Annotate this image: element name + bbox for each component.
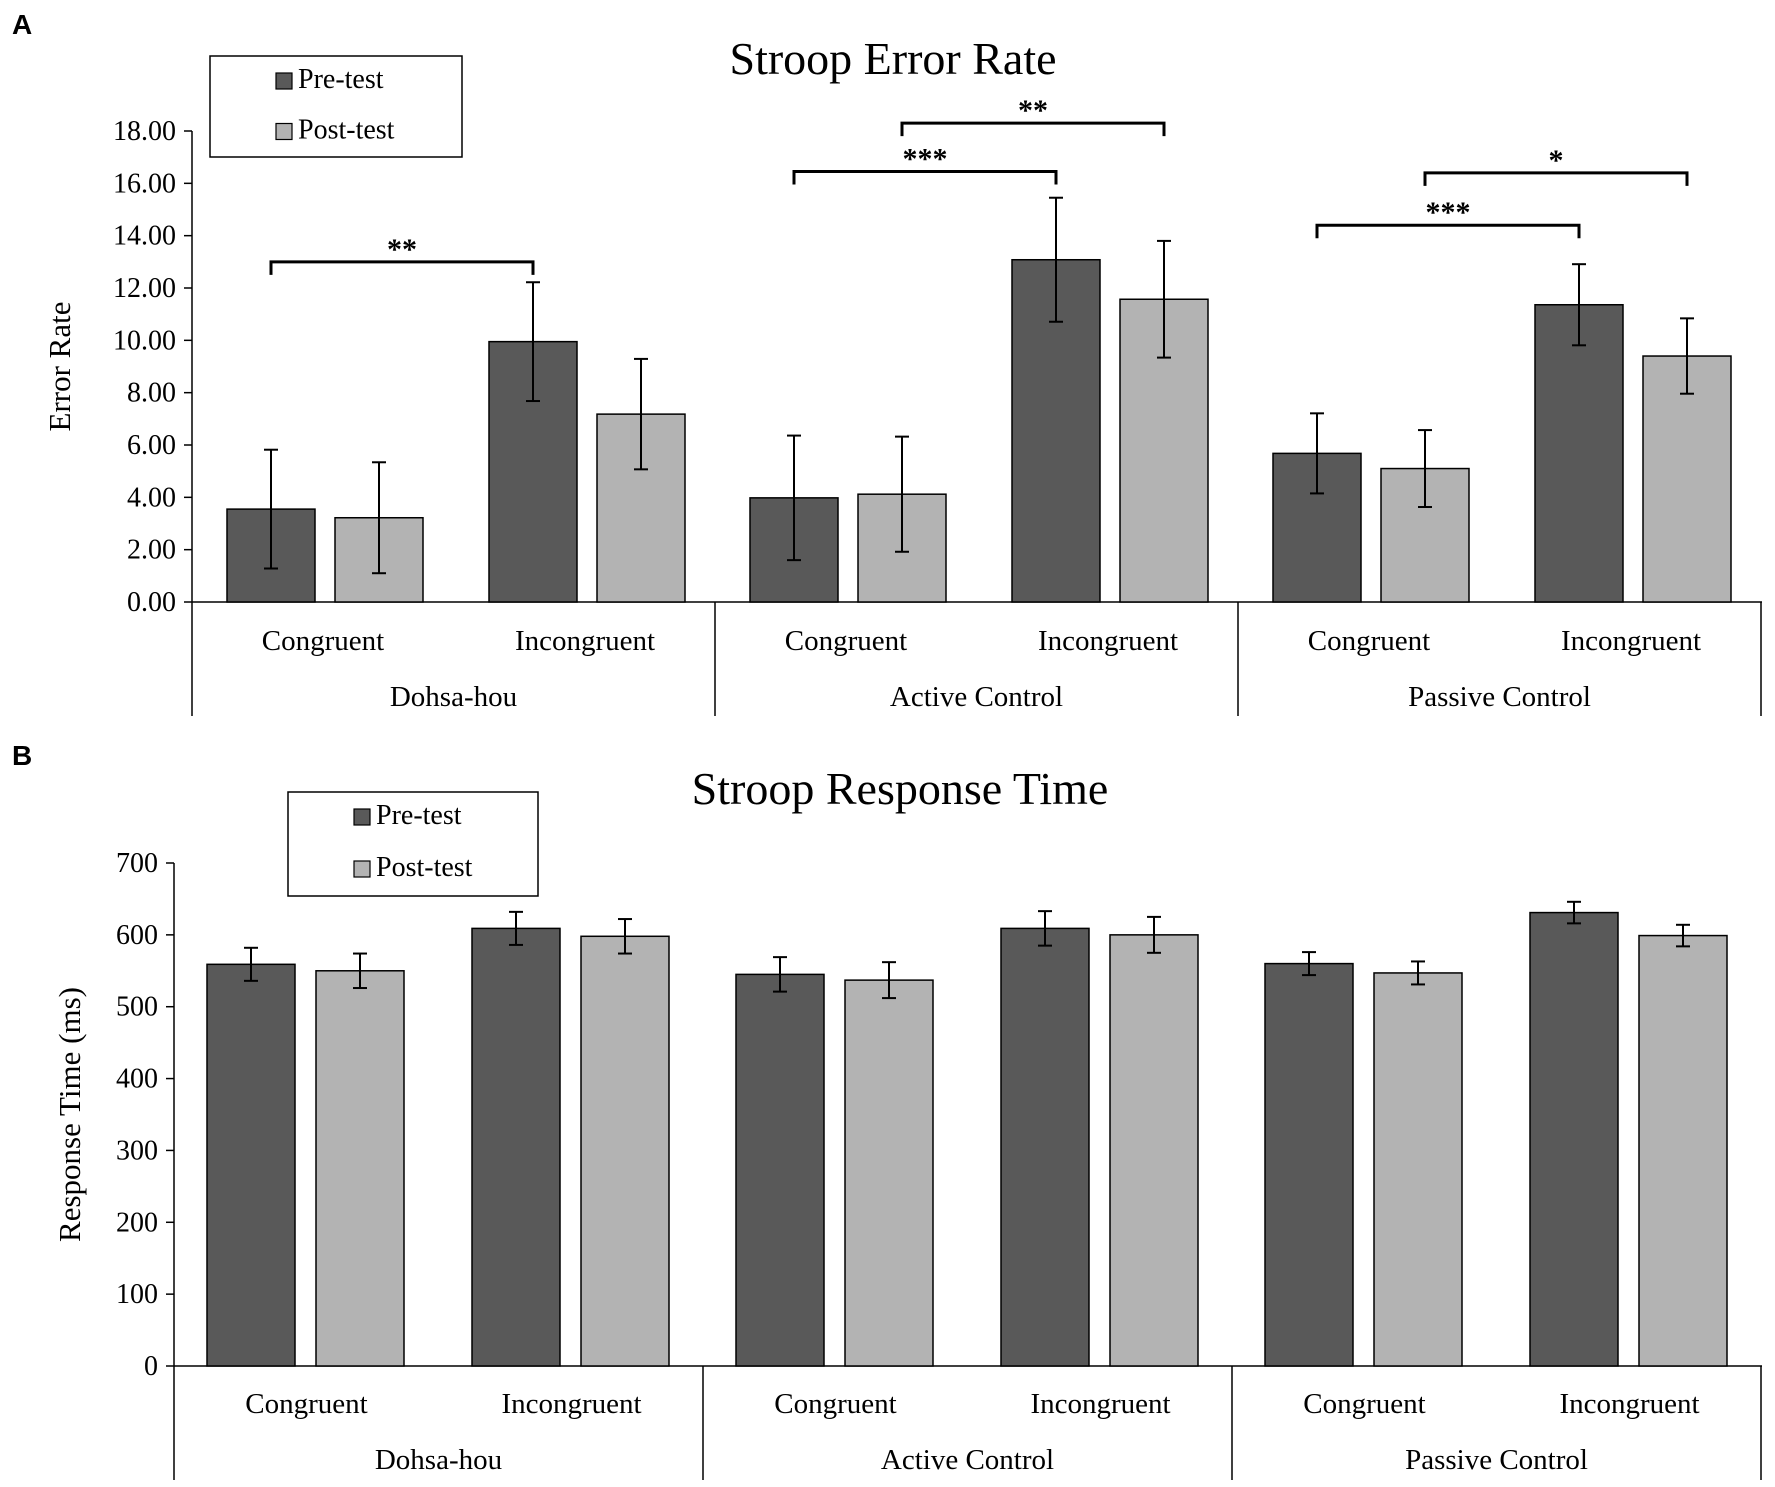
- significance-bracket: [900, 121, 1166, 137]
- legend-label: Pre-test: [376, 800, 462, 831]
- legend: Pre-test Post-test: [209, 55, 463, 158]
- panel-A: A Stroop Error Rate 0.00 2.00 4.00 6.00 8.00 10…: [12, 9, 1762, 716]
- y-tick-label: 100: [116, 1279, 158, 1310]
- y-tick-label: 600: [116, 920, 158, 951]
- condition-label: Congruent: [1303, 1388, 1425, 1420]
- y-tick-label: 4.00: [127, 482, 176, 513]
- bar-post-passive-control-incongruent: [1642, 355, 1732, 603]
- legend-swatch-post: [275, 122, 293, 141]
- legend-swatch-post: [353, 860, 371, 878]
- significance-label: *: [1549, 144, 1564, 177]
- bar-post-dohsa-hou-congruent: [315, 970, 405, 1367]
- legend-box: [209, 55, 463, 158]
- condition-label: Incongruent: [1038, 625, 1178, 657]
- condition-label: Congruent: [785, 625, 907, 657]
- group-label: Active Control: [881, 1444, 1054, 1476]
- group-label: Passive Control: [1405, 1444, 1588, 1476]
- legend-box: [287, 791, 539, 897]
- significance-bracket: [792, 170, 1058, 185]
- chart-title: Stroop Error Rate: [729, 33, 1056, 84]
- group-label: Active Control: [890, 681, 1063, 713]
- group-label: Passive Control: [1408, 681, 1591, 713]
- condition-label: Congruent: [774, 1388, 896, 1420]
- panel-B: B Stroop Response Time 0 100 200 300 400 500 600…: [12, 740, 1762, 1480]
- bar-pre-passive-control-incongruent: [1534, 303, 1624, 603]
- bar-pre-dohsa-hou-incongruent: [471, 927, 561, 1367]
- panel-label: B: [12, 740, 32, 771]
- significance-label: **: [1018, 94, 1048, 127]
- bar-post-passive-control-congruent: [1373, 972, 1463, 1367]
- condition-label: Incongruent: [1030, 1388, 1170, 1420]
- condition-label: Congruent: [262, 625, 384, 657]
- legend-swatch-pre: [275, 72, 293, 90]
- y-tick-label: 0: [144, 1351, 158, 1382]
- y-tick-label: 300: [116, 1135, 158, 1166]
- bar-post-active-control-incongruent: [1109, 934, 1199, 1367]
- bar-pre-passive-control-incongruent: [1529, 911, 1619, 1367]
- condition-label: Incongruent: [515, 625, 655, 657]
- y-tick-label: 500: [116, 992, 158, 1023]
- legend-label: Pre-test: [298, 64, 384, 95]
- legend-label: Post-test: [298, 115, 395, 146]
- y-tick-label: 16.00: [113, 168, 176, 199]
- bar-post-passive-control-incongruent: [1638, 934, 1728, 1367]
- panel-label: A: [12, 9, 32, 40]
- significance-bracket: [1423, 171, 1689, 186]
- y-tick-label: 6.00: [127, 430, 176, 461]
- condition-label: Congruent: [1308, 625, 1430, 657]
- y-tick-label: 200: [116, 1207, 158, 1238]
- y-tick-label: 400: [116, 1064, 158, 1095]
- group-label: Dohsa-hou: [375, 1444, 502, 1476]
- condition-label: Incongruent: [501, 1388, 641, 1420]
- bar-pre-active-control-incongruent: [1000, 927, 1090, 1367]
- legend-swatch-pre: [353, 808, 371, 826]
- bar-pre-passive-control-congruent: [1264, 962, 1354, 1367]
- y-tick-label: 8.00: [127, 378, 176, 409]
- group-label: Dohsa-hou: [390, 681, 517, 713]
- significance-label: **: [387, 233, 417, 266]
- y-tick-label: 18.00: [113, 116, 176, 147]
- bar-pre-dohsa-hou-congruent: [206, 963, 296, 1367]
- chart-title: Stroop Response Time: [692, 763, 1109, 814]
- significance-label: ***: [903, 143, 948, 176]
- condition-label: Incongruent: [1561, 625, 1701, 657]
- bar-post-active-control-congruent: [844, 979, 934, 1367]
- y-tick-label: 700: [116, 848, 158, 879]
- y-axis-title: Error Rate: [42, 302, 77, 432]
- significance-label: ***: [1426, 196, 1471, 229]
- condition-label: Congruent: [245, 1388, 367, 1420]
- y-tick-label: 14.00: [113, 221, 176, 252]
- significance-bracket: [269, 260, 535, 275]
- y-axis-title: Response Time (ms): [52, 987, 87, 1242]
- y-tick-label: 0.00: [127, 587, 176, 618]
- significance-bracket: [1315, 223, 1581, 239]
- bar-post-dohsa-hou-incongruent: [580, 935, 670, 1367]
- bar-pre-active-control-congruent: [735, 973, 825, 1367]
- y-tick-label: 2.00: [127, 535, 176, 566]
- y-tick-label: 10.00: [113, 325, 176, 356]
- condition-label: Incongruent: [1559, 1388, 1699, 1420]
- y-tick-label: 12.00: [113, 273, 176, 304]
- legend: Pre-test Post-test: [287, 791, 539, 897]
- legend-label: Post-test: [376, 852, 473, 883]
